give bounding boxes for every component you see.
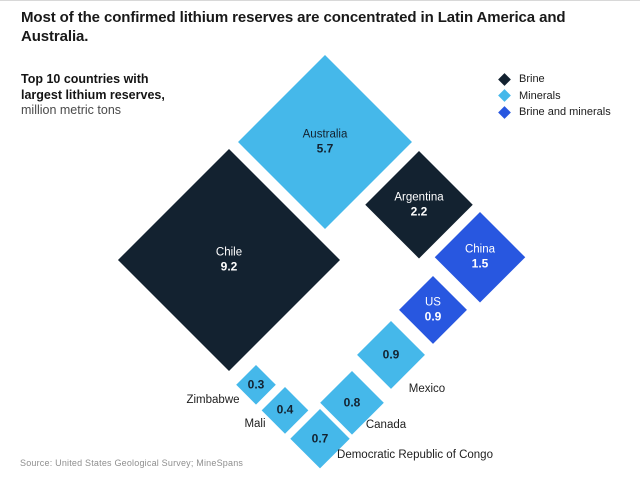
- legend-item-brine: Brine: [497, 71, 611, 88]
- diamond-value-china: China 1.5: [465, 244, 495, 271]
- diamond-value-mexico: 0.9: [383, 348, 400, 362]
- diamond-value-democratic-republic-of-congo: 0.7: [312, 432, 329, 446]
- diamond-value-chile: Chile 9.2: [216, 247, 242, 274]
- diamond-value-argentina: Argentina 2.2: [394, 192, 443, 219]
- diamond-value-us: US 0.9: [425, 297, 442, 324]
- diamond-country-name: Chile: [215, 246, 243, 259]
- diamond-value-text: 0.7: [311, 431, 329, 446]
- page-title: Most of the confirmed lithium reserves a…: [21, 9, 566, 45]
- country-label-canada: Canada: [365, 419, 407, 431]
- legend-item-label: Minerals: [519, 89, 561, 102]
- diamond-value-text: 0.3: [247, 377, 265, 392]
- diamond-value-australia: Australia 5.7: [303, 129, 348, 156]
- legend-item-brine-and-minerals: Brine and minerals: [497, 104, 611, 121]
- chart-unit-label: million metric tons: [21, 103, 122, 117]
- diamond-country-name: Argentina: [394, 191, 444, 204]
- country-label-zimbabwe: Zimbabwe: [186, 394, 240, 406]
- chart-subtitle: Top 10 countries with largest lithium re…: [21, 72, 191, 119]
- diamond-value-zimbabwe: 0.3: [248, 378, 265, 392]
- legend-item-label: Brine and minerals: [519, 106, 611, 119]
- chart-subtitle-bold: Top 10 countries with largest lithium re…: [21, 72, 165, 102]
- legend: Brine Minerals Brine and minerals: [497, 71, 611, 121]
- diamond-country-name: Australia: [302, 128, 348, 141]
- diamond-value-mali: 0.4: [277, 403, 294, 417]
- diamond-value-text: 0.9: [424, 309, 442, 323]
- diamond-value-text: 5.7: [316, 141, 334, 155]
- source-note: Source: United States Geological Survey;…: [20, 458, 244, 468]
- diamond-value-text: 1.5: [471, 256, 489, 270]
- diamond-value-text: 0.9: [382, 347, 400, 362]
- diamond-country-name: China: [464, 243, 496, 256]
- diamond-value-canada: 0.8: [344, 396, 361, 410]
- country-label-mexico: Mexico: [408, 383, 446, 395]
- legend-item-label: Brine: [519, 73, 545, 86]
- diamond-value-text: 9.2: [220, 259, 238, 273]
- country-label-democratic-republic-of-congo: Democratic Republic of Congo: [337, 449, 493, 461]
- legend-item-minerals: Minerals: [497, 88, 611, 105]
- country-label-mali: Mali: [244, 418, 266, 430]
- diamond-country-name: US: [425, 296, 441, 309]
- diamond-value-text: 0.8: [343, 395, 361, 410]
- diamond-value-text: 0.4: [276, 402, 294, 417]
- diamond-value-text: 2.2: [410, 204, 428, 218]
